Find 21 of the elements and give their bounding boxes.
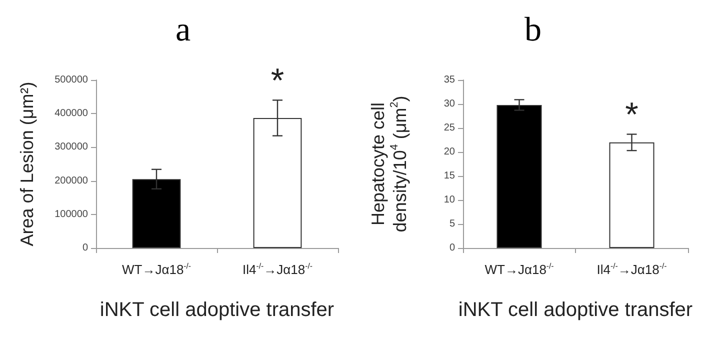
annotation: * <box>625 96 638 134</box>
y-tick-label: 100000 <box>54 208 88 220</box>
y-tick-label: 500000 <box>54 74 88 86</box>
chart-title: b <box>524 12 542 48</box>
y-tick-label: 15 <box>444 170 456 182</box>
y-tick-label: 35 <box>444 74 456 86</box>
y-tick-label: 25 <box>444 122 456 134</box>
y-tick-label: 300000 <box>54 142 88 153</box>
x-axis-title: iNKT cell adoptive transfer <box>458 299 693 321</box>
x-axis-title: iNKT cell adoptive transfer <box>100 299 334 321</box>
y-axis-title: Area of Lesion (μm²) <box>17 82 37 246</box>
annotation: * <box>270 62 284 100</box>
y-tick-label: 30 <box>444 98 456 110</box>
y-tick-label: 0 <box>449 242 456 254</box>
y-tick-label: 10 <box>444 194 456 206</box>
y-tick-label: 400000 <box>54 108 88 120</box>
chart-title: a <box>175 12 191 48</box>
y-tick-label: 20 <box>444 146 456 158</box>
y-tick-label: 0 <box>82 242 88 254</box>
y-tick-label: 200000 <box>54 175 88 186</box>
y-tick-label: 5 <box>449 218 456 230</box>
